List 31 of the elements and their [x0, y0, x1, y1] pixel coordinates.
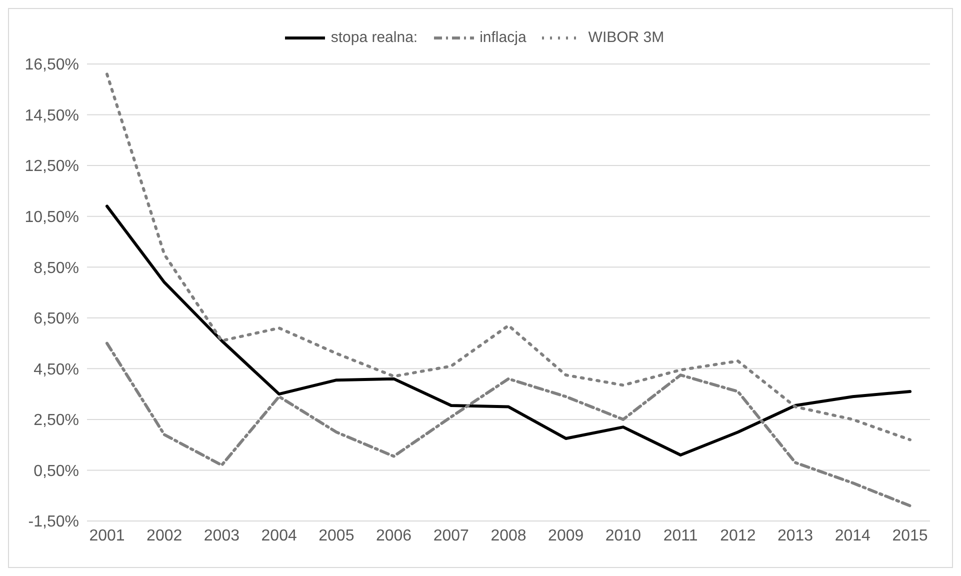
y-tick-label: 12,50% — [24, 158, 79, 176]
x-tick-label: 2004 — [261, 527, 297, 544]
legend-label: WIBOR 3M — [588, 29, 664, 46]
x-tick-label: 2001 — [89, 527, 125, 544]
y-tick-label: 14,50% — [24, 107, 79, 124]
x-tick-label: 2009 — [548, 527, 584, 544]
x-tick-label: 2013 — [777, 527, 814, 544]
x-tick-label: 2008 — [490, 527, 526, 544]
x-tick-label: 2005 — [318, 527, 354, 544]
y-tick-label: -1,50% — [28, 514, 79, 531]
x-tick-label: 2012 — [720, 527, 756, 544]
line-series — [106, 72, 912, 442]
x-tick-label: 2011 — [663, 527, 698, 544]
y-tick-label: 0,50% — [34, 462, 79, 480]
y-tick-label: 6,50% — [34, 310, 79, 328]
x-tick-label: 2015 — [892, 527, 928, 544]
y-tick-label: 4,50% — [34, 361, 79, 378]
line-series — [106, 204, 912, 456]
y-tick-label: 16,50% — [24, 56, 79, 74]
x-tick-label: 2003 — [204, 527, 240, 544]
y-tick-label: 8,50% — [34, 260, 79, 277]
line-series — [106, 342, 912, 508]
x-tick-label: 2010 — [605, 527, 642, 544]
x-tick-label: 2014 — [834, 527, 871, 544]
legend-label: inflacja — [480, 29, 526, 46]
y-tick-label: 2,50% — [34, 412, 79, 430]
x-tick-label: 2002 — [146, 527, 182, 544]
legend-label: stopa realna: — [330, 29, 418, 46]
x-tick-label: 2007 — [433, 527, 470, 544]
x-tick-label: 2006 — [376, 527, 412, 544]
y-tick-label: 10,50% — [24, 209, 79, 226]
